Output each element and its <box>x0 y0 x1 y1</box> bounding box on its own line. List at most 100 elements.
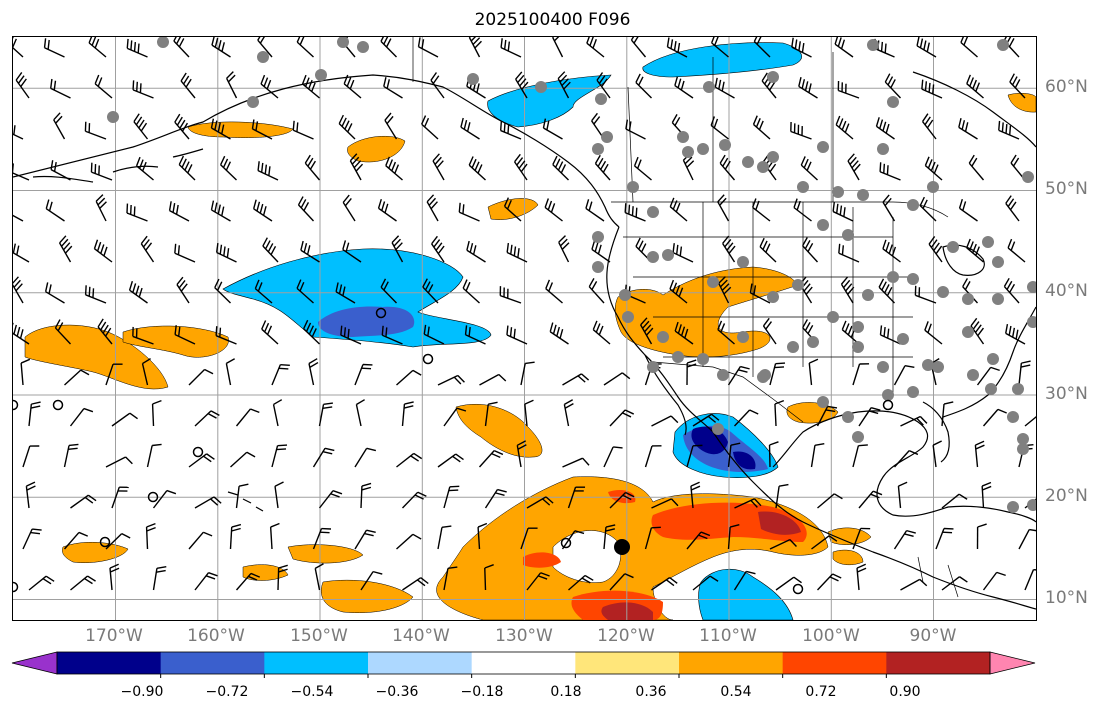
wind-barb <box>858 407 881 427</box>
station-dot <box>107 111 119 123</box>
wind-barb <box>430 72 445 99</box>
wind-barb <box>297 196 315 222</box>
wind-barb <box>686 531 711 550</box>
wind-barb <box>549 322 569 345</box>
station-dot <box>1027 499 1036 511</box>
wind-barb <box>834 37 854 58</box>
colorbar-tick: −0.72 <box>205 684 249 700</box>
wind-barb <box>727 365 750 386</box>
wind-barb <box>152 566 167 591</box>
lon-label-170w: 170°W <box>85 626 143 646</box>
station-dot <box>927 181 939 193</box>
wind-barb <box>466 240 486 263</box>
wind-barb <box>624 203 646 222</box>
orange-aleutian <box>187 121 294 138</box>
blue-region-south <box>698 569 794 620</box>
wind-barb <box>669 279 688 304</box>
station-dot <box>797 181 809 193</box>
wind-barb <box>506 325 528 345</box>
wind-barb <box>921 79 943 99</box>
wind-barb <box>194 571 218 591</box>
station-dot <box>842 229 854 241</box>
wind-barb <box>54 319 72 345</box>
wind-barb <box>135 156 154 181</box>
wind-barb <box>174 113 190 140</box>
wind-barb <box>432 153 445 181</box>
wind-barb <box>176 276 190 304</box>
station-dot <box>337 37 349 48</box>
wind-barb <box>503 197 522 222</box>
wind-barb <box>811 535 838 550</box>
wind-barb <box>111 412 138 427</box>
wind-barb <box>524 399 534 427</box>
colorbar-segment <box>679 652 784 674</box>
station-dot <box>817 396 829 408</box>
station-dot <box>742 156 754 168</box>
wind-barb <box>1003 277 1020 304</box>
wind-barb <box>960 37 978 58</box>
wind-barb <box>808 358 819 386</box>
wind-barb <box>140 235 155 263</box>
orange-southwest-us <box>614 266 799 358</box>
wind-barb <box>380 278 398 304</box>
wind-barb <box>462 279 480 304</box>
wind-barb <box>188 453 215 468</box>
lon-label-140w: 140°W <box>392 626 450 646</box>
station-dot <box>717 369 729 381</box>
station-ring <box>192 446 204 458</box>
wind-barb <box>43 38 65 58</box>
station-dot <box>817 219 829 231</box>
station-dot <box>992 256 1004 268</box>
wind-barb <box>717 194 730 222</box>
wind-barb <box>484 488 507 509</box>
wind-barb <box>710 37 729 58</box>
wind-barb <box>180 72 196 99</box>
wind-barb <box>651 576 678 591</box>
wind-barb <box>922 113 937 140</box>
wind-barb <box>349 153 364 181</box>
wind-barb <box>733 409 759 427</box>
wind-barb <box>355 399 365 427</box>
wind-barb <box>354 363 373 386</box>
station-dot <box>757 161 769 173</box>
station-dot <box>672 351 684 363</box>
wind-barb <box>272 399 283 427</box>
wind-barb <box>45 199 65 222</box>
lon-label-130w: 130°W <box>495 626 553 646</box>
station-dot <box>937 286 949 298</box>
wind-barb <box>558 235 570 263</box>
wind-barb <box>1007 238 1026 263</box>
station-dot <box>737 331 749 343</box>
wind-barb <box>976 366 1000 386</box>
lon-label-100w: 100°W <box>802 626 860 646</box>
darkred-south-1 <box>758 511 801 535</box>
wind-barb <box>603 446 623 468</box>
wind-barb <box>520 361 535 386</box>
station-dot <box>601 131 613 143</box>
station-ring <box>560 537 572 549</box>
wind-barb <box>402 577 429 591</box>
wind-barb <box>13 205 24 222</box>
wind-barb <box>552 155 569 181</box>
wind-barb <box>304 154 321 181</box>
blue-region-canada <box>642 42 802 78</box>
wind-barb <box>84 285 107 304</box>
wind-barb <box>58 235 73 263</box>
wind-barb <box>391 235 404 263</box>
station-dot <box>357 41 369 53</box>
wind-barb <box>768 441 779 468</box>
wind-barb <box>252 199 273 222</box>
wind-barb <box>753 37 771 58</box>
map-panel[interactable] <box>12 36 1037 621</box>
wind-barb <box>686 359 697 386</box>
wind-barb <box>924 321 943 345</box>
orange-gulf-mexico <box>786 402 839 424</box>
coast-greatlakes <box>942 244 985 276</box>
wind-barb <box>254 279 273 304</box>
wind-barb <box>229 523 242 550</box>
station-dot <box>767 151 779 163</box>
wind-barb <box>500 38 522 58</box>
border-central-america <box>917 556 959 598</box>
station-ring <box>13 399 19 411</box>
wind-barb <box>105 532 131 550</box>
